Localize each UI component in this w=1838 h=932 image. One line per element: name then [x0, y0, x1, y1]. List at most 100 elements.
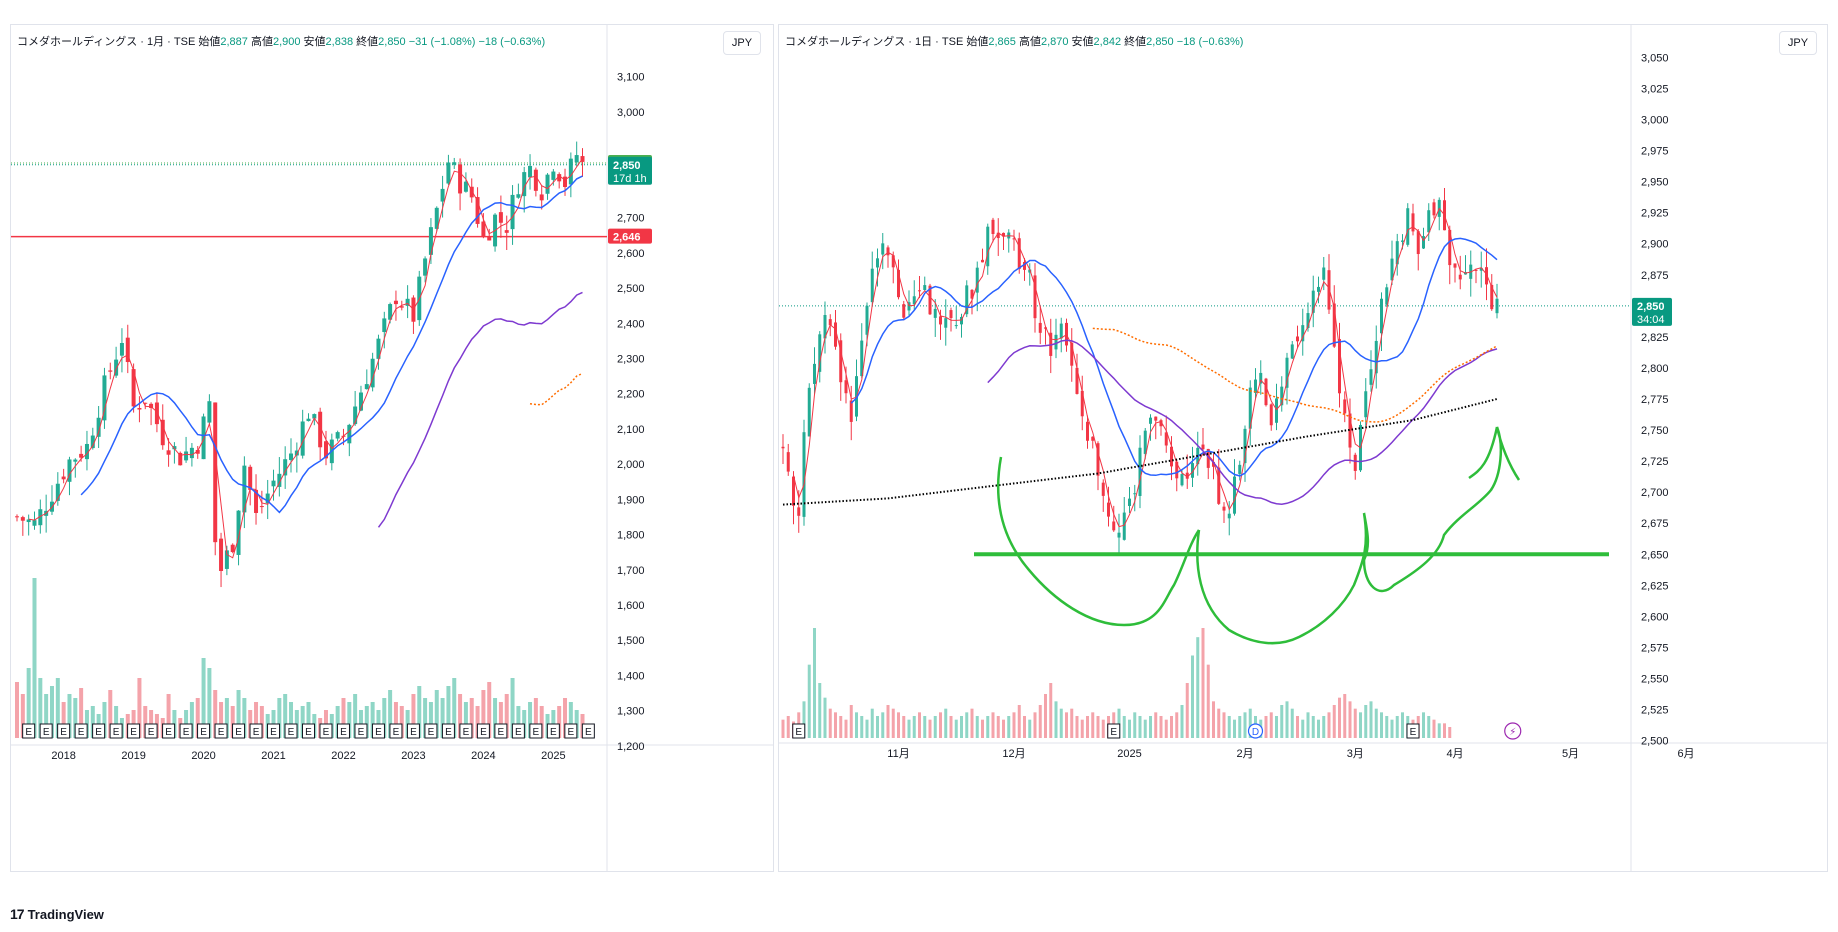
earnings-letter: E: [393, 727, 400, 738]
candle-body: [166, 450, 171, 455]
earnings-marker: E: [1107, 723, 1121, 739]
left-currency-button[interactable]: JPY: [723, 31, 761, 55]
earnings-box: [74, 723, 88, 739]
earnings-marker: E: [476, 723, 490, 739]
earnings-box: [336, 723, 350, 739]
candle-body: [516, 194, 521, 198]
earnings-letter: E: [375, 727, 382, 738]
y-tick-label: 2,200: [617, 389, 645, 401]
y-tick-label: 2,775: [1641, 394, 1669, 406]
volume-bar: [1427, 716, 1431, 738]
candle: [428, 218, 433, 264]
hand-drawn-curve: [1468, 426, 1499, 480]
x-tick-label: 2023: [401, 750, 425, 762]
candle-body: [986, 226, 990, 267]
right-chart-panel[interactable]: コメダホールディングス · 1日 · TSE 始値2,865 高値2,870 安…: [778, 24, 1828, 872]
left-chart-panel[interactable]: コメダホールディングス · 1月 · TSE 始値2,887 高値2,900 安…: [10, 24, 774, 872]
candle-body: [434, 207, 439, 229]
y-tick-label: 2,300: [617, 353, 645, 365]
volume-bar: [1086, 716, 1089, 738]
candle-body: [881, 243, 885, 255]
candle-body: [1096, 443, 1100, 476]
candle-body: [1453, 263, 1457, 268]
ma-orange-line: [1092, 327, 1498, 423]
candle: [1390, 240, 1394, 285]
volume-bar: [1096, 716, 1100, 738]
candle-body: [522, 172, 527, 197]
y-tick-label: 3,025: [1641, 83, 1669, 95]
candle: [393, 290, 398, 321]
volume-bar: [986, 716, 990, 738]
y-tick-label: 2,700: [617, 213, 645, 225]
candle-body: [1395, 241, 1399, 265]
candle: [886, 245, 890, 268]
right-high: 2,870: [1040, 36, 1069, 48]
volume-bar: [1101, 719, 1105, 738]
candle-body: [1306, 313, 1310, 329]
candle: [1033, 263, 1037, 333]
earnings-letter: E: [463, 727, 470, 738]
volume-bar: [213, 690, 218, 738]
candle: [61, 468, 66, 484]
candle-body: [1170, 446, 1173, 467]
candle: [207, 394, 212, 425]
tradingview-logo[interactable]: 17 TradingView: [10, 906, 104, 922]
candle: [1128, 487, 1131, 514]
ma-slow-line: [987, 339, 1498, 505]
earnings-box: [39, 723, 53, 739]
candle: [102, 367, 107, 429]
volume-bar: [67, 694, 72, 738]
right-chart-svg: 3,050 3,025 3,000 2,975 2,950 2,925 2,900 2,875…: [779, 25, 1827, 871]
candle: [1458, 255, 1462, 290]
candle-body: [1080, 390, 1084, 417]
candle-body: [376, 338, 381, 359]
volume-bar: [870, 708, 874, 738]
candle-body: [1285, 357, 1289, 388]
candle-body: [1033, 275, 1037, 319]
earnings-box: [232, 723, 246, 739]
earnings-box: [267, 723, 281, 739]
y-tick-label: 2,575: [1641, 642, 1669, 654]
candle-body: [563, 176, 568, 187]
volume-bar: [399, 706, 404, 738]
volume-bar: [1380, 712, 1383, 738]
x-tick-label: 2018: [51, 750, 75, 762]
candle-body: [370, 358, 375, 388]
candle-body: [224, 550, 229, 569]
volume-bar: [49, 686, 54, 738]
right-currency-button[interactable]: JPY: [1779, 31, 1817, 55]
earnings-marker: E: [319, 723, 333, 739]
volume-bar: [1222, 712, 1226, 738]
volume-bar: [1054, 701, 1058, 738]
candle: [370, 352, 375, 392]
volume-bar: [516, 706, 521, 738]
left-close: 2,850: [378, 36, 406, 48]
volume-bar: [1138, 716, 1142, 738]
candle: [504, 215, 509, 251]
candle-body: [1406, 208, 1410, 245]
y-tick-label: 2,500: [617, 283, 645, 295]
candle: [1369, 350, 1373, 392]
candle-body: [1023, 261, 1026, 270]
volume-bar: [143, 706, 148, 738]
candle-body: [463, 181, 468, 192]
candle: [84, 430, 89, 471]
volume-bar: [254, 702, 259, 738]
volume-bar: [528, 702, 533, 738]
candle-body: [876, 258, 879, 268]
candle: [1422, 227, 1425, 250]
candle-body: [440, 188, 445, 202]
candle: [1322, 256, 1326, 291]
volume-bar: [166, 694, 171, 738]
candle: [481, 213, 486, 239]
candle: [1238, 460, 1242, 481]
candle: [201, 413, 206, 460]
volume-bar: [55, 678, 60, 738]
candle: [1275, 383, 1278, 431]
candle: [1264, 377, 1268, 407]
volume-bar: [539, 706, 544, 738]
candle-body: [781, 446, 785, 449]
candle-body: [184, 451, 189, 461]
candle-body: [154, 402, 159, 425]
